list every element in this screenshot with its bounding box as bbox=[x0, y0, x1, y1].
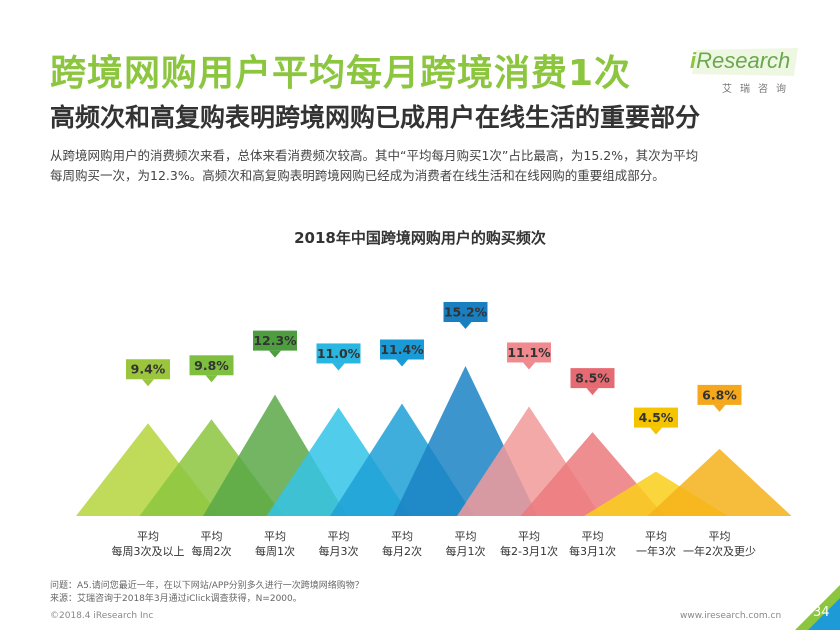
value-label-5: 15.2% bbox=[444, 305, 488, 320]
value-label-box-1 bbox=[189, 355, 234, 376]
value-label-1: 9.8% bbox=[194, 358, 229, 373]
value-label-pointer-5 bbox=[459, 322, 472, 329]
footer-url: www.iresearch.com.cn bbox=[680, 611, 782, 621]
category-label-1-1: 每周2次 bbox=[192, 544, 232, 558]
value-label-pointer-6 bbox=[523, 362, 535, 370]
category-label-6-1: 每2-3月1次 bbox=[500, 544, 558, 558]
value-label-6: 11.1% bbox=[507, 345, 551, 360]
mountain-mark-9 bbox=[647, 448, 792, 516]
value-label-box-0 bbox=[126, 359, 170, 380]
value-label-pointer-1 bbox=[205, 375, 218, 383]
category-label-0-1: 每周3次及以上 bbox=[112, 544, 185, 558]
category-label-7-0: 平均 bbox=[582, 530, 604, 543]
value-label-pointer-7 bbox=[586, 388, 599, 396]
intro-line-2: 每周购买一次，为12.3%。高频次和高复购表明跨境网购已经成为消费者在线生活和在… bbox=[50, 168, 665, 183]
footer-question: 问题：A5.请问您最近一年，在以下网站/APP分别多久进行一次跨境网络购物？ bbox=[50, 581, 364, 591]
value-label-pointer-9 bbox=[713, 404, 726, 412]
category-label-4-1: 每月2次 bbox=[382, 544, 422, 558]
value-label-box-9 bbox=[697, 384, 742, 405]
value-label-box-8 bbox=[634, 407, 678, 428]
category-label-1-0: 平均 bbox=[201, 530, 223, 543]
footer-source: 来源：艾瑞咨询于2018年3月通过iClick调查获得，N=2000。 bbox=[50, 594, 302, 604]
logo-shape bbox=[692, 48, 798, 76]
value-label-box-2 bbox=[253, 330, 297, 351]
value-label-9: 6.8% bbox=[702, 387, 737, 402]
value-label-box-3 bbox=[316, 343, 361, 364]
value-label-pointer-4 bbox=[396, 359, 408, 367]
page-subtitle: 高频次和高复购表明跨境网购已成用户在线生活的重要部分 bbox=[50, 103, 701, 132]
value-label-pointer-0 bbox=[142, 379, 154, 387]
category-label-3-1: 每月3次 bbox=[319, 544, 359, 558]
value-label-pointer-2 bbox=[269, 350, 281, 358]
chart-title: 2018年中国跨境网购用户的购买频次 bbox=[294, 229, 546, 247]
logo-wordmark: iResearch bbox=[690, 48, 790, 74]
value-label-box-7 bbox=[570, 368, 615, 389]
logo-i-letter: i bbox=[690, 48, 697, 73]
logo-chinese: 艾瑞咨询 bbox=[722, 84, 794, 95]
category-label-2-1: 每周1次 bbox=[255, 544, 295, 558]
category-label-5-1: 每月1次 bbox=[446, 544, 486, 558]
page-title: 跨境网购用户平均每月跨境消费1次 bbox=[50, 53, 632, 94]
category-label-6-0: 平均 bbox=[518, 530, 540, 543]
category-label-8-0: 平均 bbox=[645, 530, 667, 543]
value-label-pointer-8 bbox=[650, 427, 662, 435]
category-label-7-1: 每3月1次 bbox=[569, 544, 616, 558]
intro-text: 从跨境网购用户的消费频次来看，总体来看消费频次较高。其中“平均每月购买1次”占比… bbox=[50, 146, 790, 186]
value-label-8: 4.5% bbox=[639, 410, 674, 425]
logo-name: Research bbox=[696, 48, 791, 73]
intro-line-1: 从跨境网购用户的消费频次来看，总体来看消费频次较高。其中“平均每月购买1次”占比… bbox=[50, 148, 699, 163]
iresearch-logo: iResearch 艾瑞咨询 bbox=[690, 48, 800, 98]
value-label-box-4 bbox=[380, 339, 424, 360]
category-label-2-0: 平均 bbox=[264, 530, 286, 543]
category-label-0-0: 平均 bbox=[137, 530, 159, 543]
value-label-pointer-3 bbox=[332, 363, 345, 371]
category-label-4-0: 平均 bbox=[391, 530, 413, 543]
value-label-7: 8.5% bbox=[575, 371, 610, 386]
value-label-0: 9.4% bbox=[131, 362, 166, 377]
value-label-3: 11.0% bbox=[317, 346, 361, 361]
value-label-box-5 bbox=[443, 302, 488, 322]
category-label-3-0: 平均 bbox=[328, 530, 350, 543]
footer-copyright: ©2018.4 iResearch Inc bbox=[50, 611, 154, 621]
value-label-box-6 bbox=[507, 342, 551, 363]
category-label-8-1: 一年3次 bbox=[636, 544, 676, 558]
category-label-9-1: 一年2次及更少 bbox=[683, 544, 756, 558]
page-number: 34 bbox=[813, 605, 830, 620]
value-label-2: 12.3% bbox=[253, 333, 297, 348]
category-label-9-0: 平均 bbox=[709, 530, 731, 543]
category-label-5-0: 平均 bbox=[455, 530, 477, 543]
value-label-4: 11.4% bbox=[380, 342, 424, 357]
